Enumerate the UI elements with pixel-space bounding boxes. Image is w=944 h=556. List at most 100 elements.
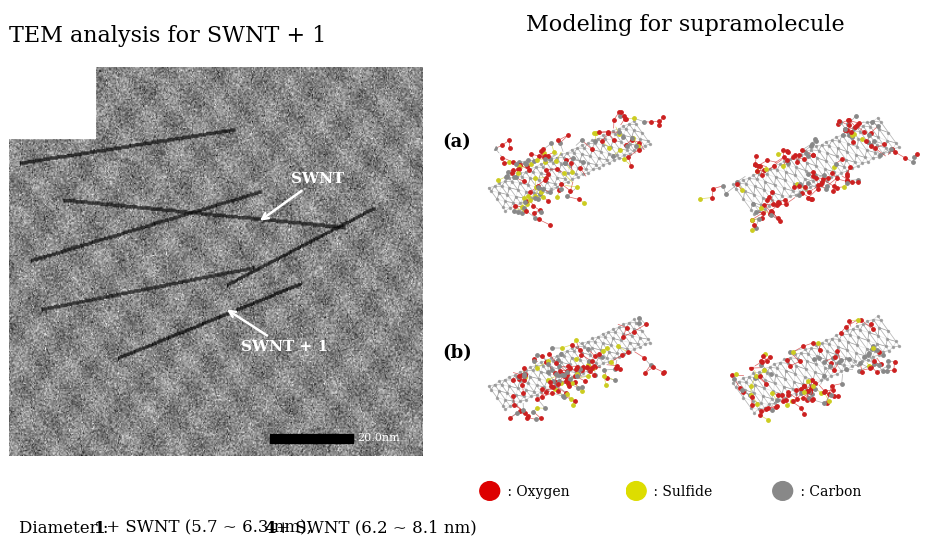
Point: [502, 143, 517, 152]
Point: [728, 370, 743, 379]
Point: [532, 169, 548, 178]
Point: [540, 170, 555, 178]
Point: [869, 121, 885, 130]
Point: [526, 355, 541, 364]
Point: [645, 363, 660, 372]
Point: [804, 395, 819, 404]
Point: [536, 184, 551, 193]
Point: [866, 357, 881, 366]
Point: [767, 403, 783, 411]
Point: [802, 195, 818, 203]
Point: [884, 145, 899, 153]
Point: [833, 168, 848, 177]
Point: [752, 204, 767, 213]
Point: [543, 381, 558, 390]
Point: [818, 157, 833, 166]
Point: [838, 365, 853, 374]
Point: [620, 152, 635, 161]
Point: [819, 173, 834, 182]
Point: [560, 379, 575, 388]
Point: [853, 357, 868, 366]
Point: [541, 171, 556, 180]
Point: [562, 360, 577, 369]
Point: [868, 141, 884, 150]
Point: [557, 373, 572, 382]
Point: [796, 381, 811, 390]
Point: [636, 141, 651, 150]
Point: [517, 206, 532, 215]
Point: [817, 387, 832, 396]
Point: [581, 356, 596, 365]
Point: [507, 371, 522, 380]
Point: [759, 369, 774, 378]
Point: [504, 168, 519, 177]
Point: [548, 370, 563, 379]
Point: [805, 167, 820, 176]
Point: [766, 161, 781, 170]
Point: [489, 195, 504, 203]
Point: [491, 178, 506, 187]
Point: [547, 378, 562, 386]
Point: [834, 131, 850, 140]
Point: [826, 182, 841, 191]
Point: [879, 136, 894, 145]
Point: [491, 188, 506, 197]
Point: [750, 405, 766, 414]
Point: [580, 344, 595, 353]
Point: [820, 396, 835, 405]
Point: [605, 136, 620, 145]
Point: [812, 346, 827, 355]
Point: [746, 408, 761, 417]
Point: [531, 184, 546, 193]
Point: [597, 134, 612, 143]
Point: [550, 136, 565, 145]
Point: [715, 181, 730, 190]
Point: [633, 128, 649, 137]
Point: [567, 170, 582, 178]
Point: [607, 328, 622, 337]
Point: [532, 189, 548, 198]
Point: [849, 321, 864, 330]
Point: [802, 344, 818, 353]
Point: [562, 374, 577, 383]
Point: [626, 114, 641, 123]
Point: [777, 195, 792, 204]
Point: [874, 149, 889, 158]
Point: [836, 125, 851, 133]
Point: [810, 146, 825, 155]
Point: [557, 158, 572, 167]
Point: [820, 390, 835, 399]
Point: [831, 335, 846, 344]
Point: [748, 224, 763, 232]
Point: [560, 362, 575, 371]
Point: [487, 144, 502, 153]
Point: [631, 318, 646, 327]
Point: [495, 401, 510, 410]
Point: [754, 208, 769, 217]
Point: [523, 160, 538, 168]
Point: [578, 165, 593, 174]
Point: [849, 123, 864, 132]
Point: [758, 380, 773, 389]
Point: [704, 193, 719, 202]
Point: [595, 140, 610, 149]
Point: [531, 176, 546, 185]
Point: [765, 200, 780, 209]
Point: [862, 362, 877, 371]
Point: [545, 382, 560, 391]
Point: [800, 170, 815, 178]
Point: [870, 125, 885, 133]
Point: [724, 370, 739, 379]
Point: [515, 388, 531, 397]
Point: [792, 389, 807, 398]
Point: [803, 384, 818, 393]
Point: [526, 357, 541, 366]
Point: [767, 200, 782, 209]
Point: [553, 358, 568, 367]
Point: [804, 381, 819, 390]
Point: [570, 362, 585, 371]
Point: [885, 342, 900, 351]
Point: [798, 148, 813, 157]
Point: [494, 380, 509, 389]
Point: [750, 206, 766, 215]
